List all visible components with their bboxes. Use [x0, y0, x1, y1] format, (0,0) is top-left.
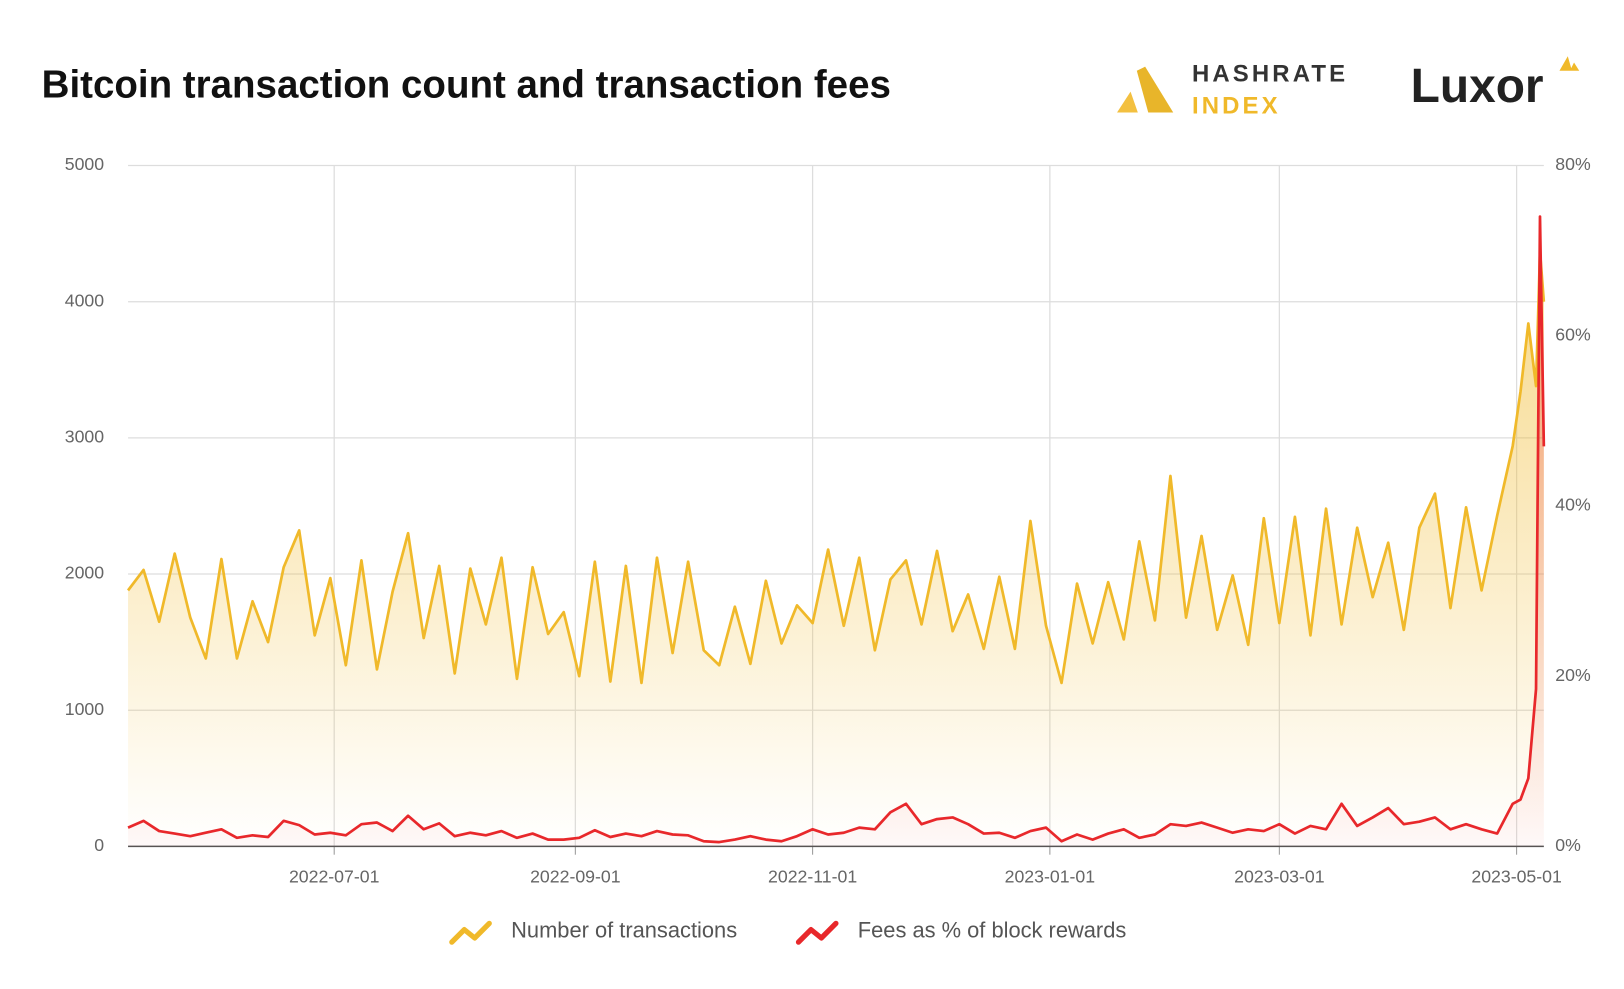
x-tick-label: 2023-05-01: [1471, 866, 1561, 886]
x-tick-label: 2023-01-01: [1005, 866, 1095, 886]
legend-item: Fees as % of block rewards: [795, 918, 1127, 945]
hashrate-logo: HASHRATE INDEX: [1117, 60, 1348, 120]
x-tick-label: 2022-11-01: [768, 866, 857, 886]
x-tick-label: 2022-07-01: [289, 866, 379, 886]
series-line: [127, 215, 1546, 844]
legend-label: Number of transactions: [511, 918, 737, 943]
brand-text: INDEX: [1192, 93, 1281, 120]
legend-label: Fees as % of block rewards: [858, 918, 1127, 943]
chart-title: Bitcoin transaction count and transactio…: [42, 64, 891, 107]
y2-tick-label: 60%: [1555, 324, 1591, 344]
legend-swatch: [795, 920, 839, 945]
y-tick-label: 3000: [65, 427, 105, 447]
x-tick-label: 2023-03-01: [1234, 866, 1324, 886]
series-line: [126, 249, 1546, 685]
y2-tick-label: 80%: [1555, 154, 1591, 174]
y-tick-label: 5000: [65, 154, 105, 174]
brand-text: HASHRATE: [1192, 60, 1348, 87]
series-area: [128, 251, 1544, 847]
x-tick-label: 2022-09-01: [530, 866, 620, 886]
y-tick-label: 0: [94, 835, 104, 855]
y-tick-label: 1000: [65, 699, 105, 719]
legend-item: Number of transactions: [449, 918, 737, 945]
y2-tick-label: 40%: [1555, 495, 1591, 515]
legend-swatch: [449, 920, 492, 945]
y2-tick-label: 0%: [1555, 835, 1581, 855]
y2-tick-label: 20%: [1555, 665, 1591, 685]
luxor-logo: Luxor: [1411, 56, 1580, 113]
y-tick-label: 2000: [65, 563, 105, 583]
brand-text: Luxor: [1411, 60, 1544, 113]
y-tick-label: 4000: [65, 290, 105, 310]
